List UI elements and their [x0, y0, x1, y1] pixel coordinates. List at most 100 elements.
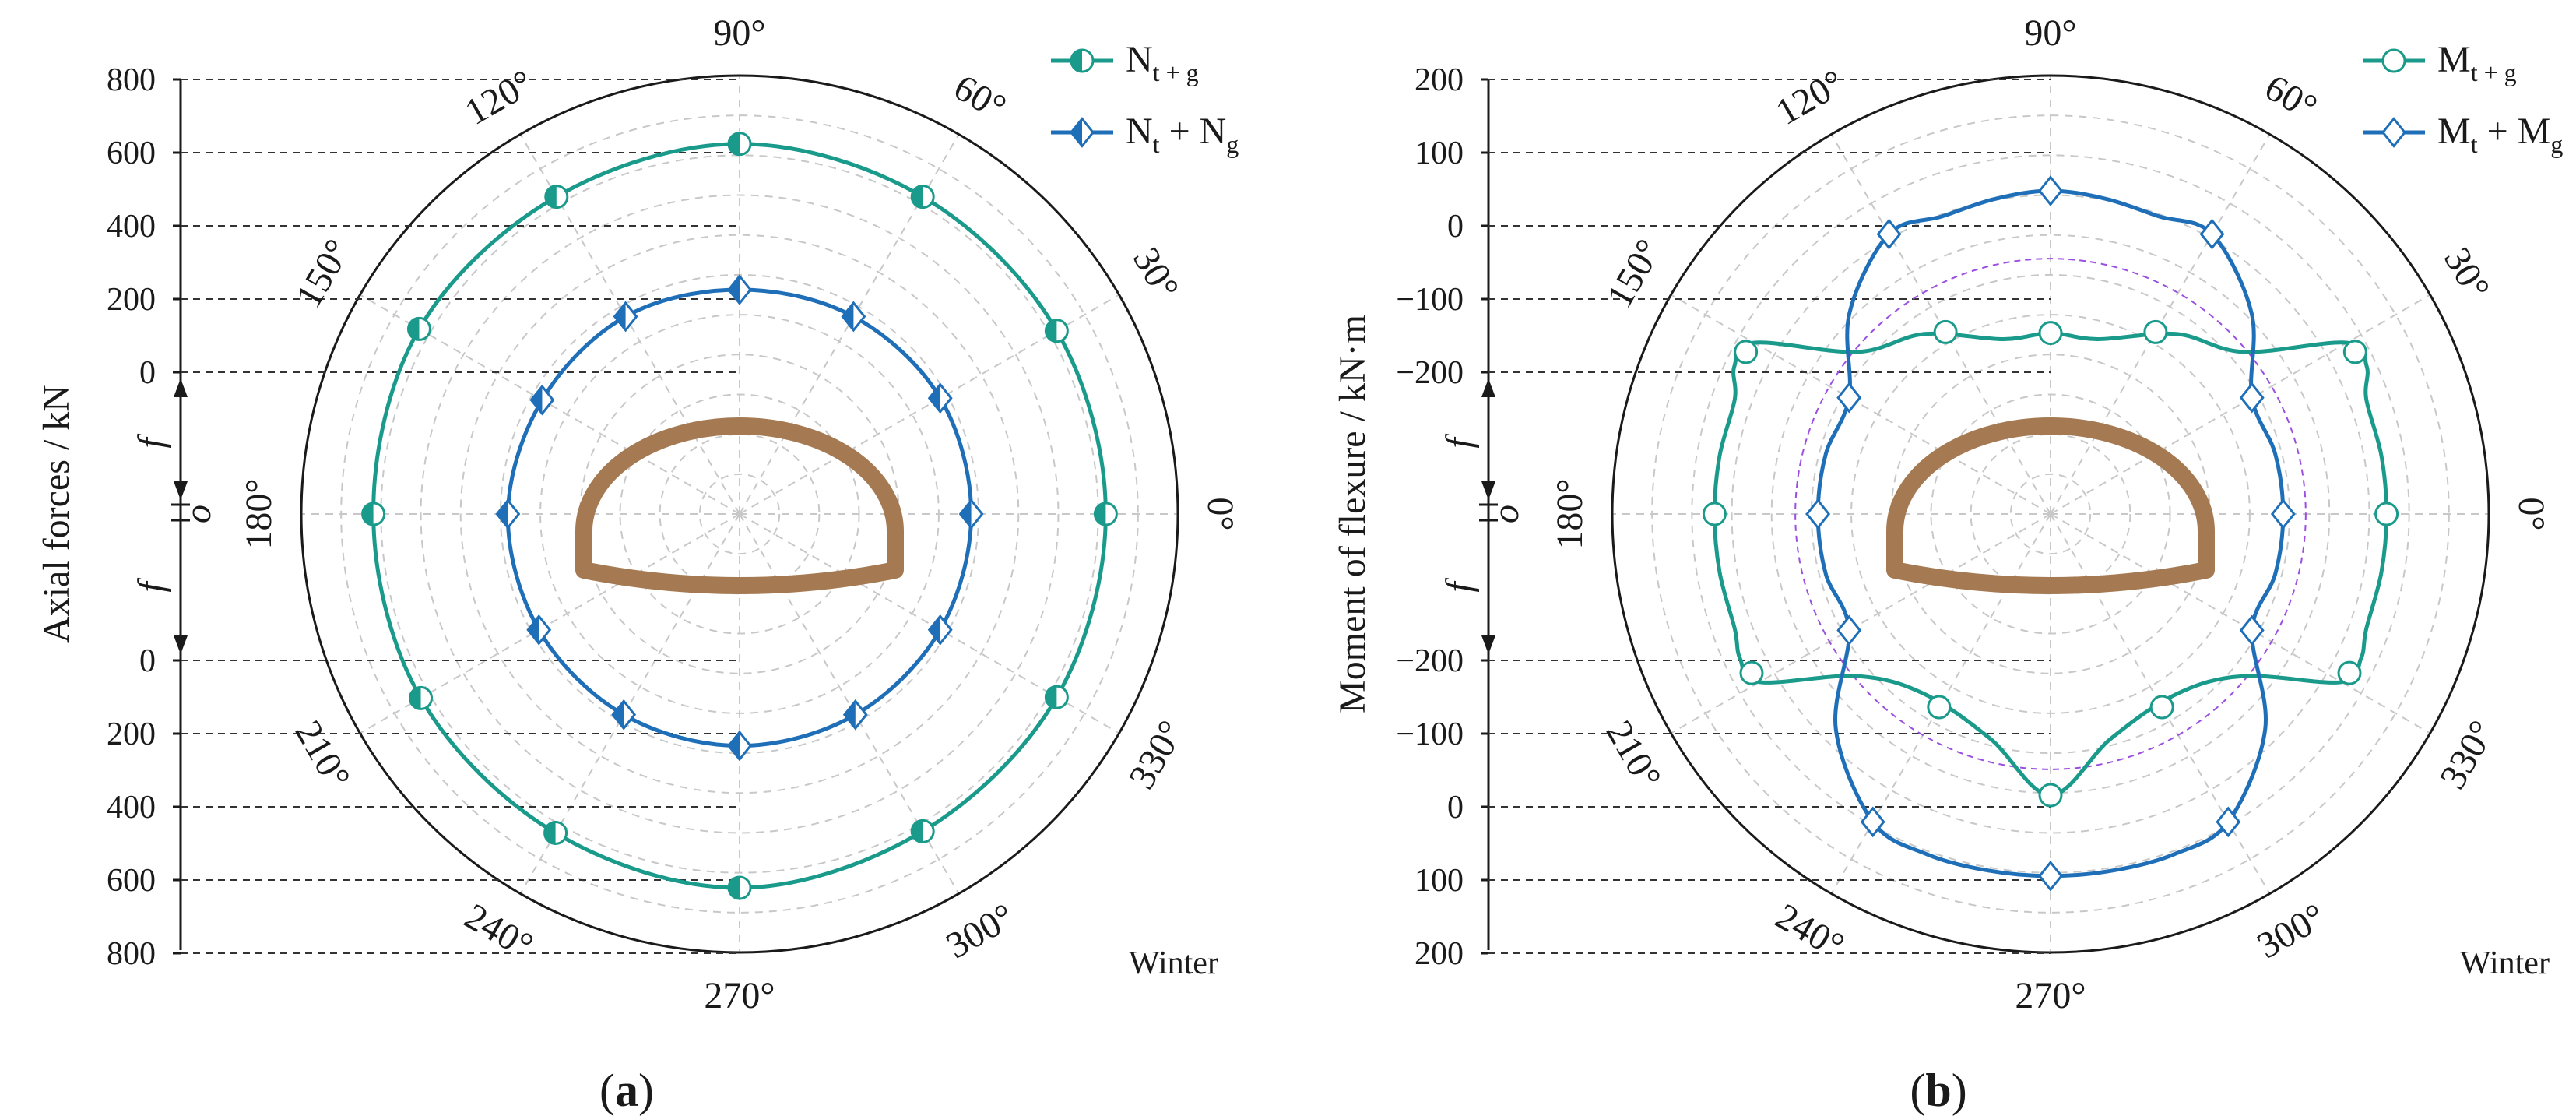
legend-label-sub: t + g — [1153, 58, 1199, 86]
data-point-marker-6 — [1805, 498, 1831, 530]
data-point-marker-fill-9 — [729, 877, 740, 899]
data-point-marker-fill-5 — [408, 318, 420, 340]
lower-tick-label: 200 — [107, 716, 156, 752]
angle-label-150: 150° — [287, 233, 359, 315]
angle-label-120: 120° — [459, 62, 540, 133]
grid-radial-30 — [2050, 294, 2431, 515]
upper-tick-label: 0 — [1447, 209, 1464, 245]
series-1 — [495, 274, 984, 762]
series-0 — [361, 132, 1118, 900]
data-point-marker-5 — [1836, 382, 1862, 414]
series-1 — [1805, 175, 2296, 892]
data-point-marker-7 — [1739, 660, 1764, 685]
angle-label-90: 90° — [2024, 12, 2076, 54]
legend-label-sub2: g — [2550, 130, 2563, 158]
data-point-marker-fill-8 — [613, 701, 624, 729]
data-point-marker-fill-10 — [912, 820, 923, 843]
grid-radial-120 — [1830, 133, 2051, 515]
data-point-marker-fill-6 — [497, 500, 508, 528]
lower-tick-label: −200 — [1396, 643, 1464, 679]
data-point-marker-fill-4 — [614, 302, 626, 330]
lower-tick-label: 600 — [107, 863, 156, 899]
series-0 — [1702, 319, 2399, 808]
data-point-marker-fill-11 — [929, 616, 940, 644]
upper-tick-label: 400 — [107, 209, 156, 245]
grid-circle-7 — [459, 234, 1020, 794]
data-point-marker-0 — [2374, 502, 2399, 526]
grid-radial-330 — [2050, 513, 2431, 734]
upper-tick-label: 800 — [107, 62, 156, 98]
data-point-marker-fill-2 — [912, 185, 923, 208]
data-point-marker-legend-1 — [2381, 117, 2406, 148]
grid-circle-2 — [659, 433, 821, 595]
y-axis-title: Axial forces / kN — [36, 385, 77, 643]
legend-label-main: M — [2437, 111, 2471, 152]
data-point-marker-fill-0 — [1095, 503, 1106, 525]
legend-label-sub: t — [1153, 130, 1160, 158]
legend-label-1: Mt + Mg — [2437, 111, 2563, 158]
angle-label-30: 30° — [1125, 241, 1187, 307]
polar-grid — [1611, 74, 2490, 954]
data-point-marker-fill-3 — [729, 276, 740, 304]
upper-tick-label: 600 — [107, 136, 156, 171]
legend-label-main: N — [1126, 111, 1153, 152]
data-point-marker-fill-2 — [842, 302, 854, 330]
tunnel-cross-section — [575, 417, 904, 594]
grid-radial-60 — [2050, 133, 2271, 515]
data-point-marker-fill-1 — [929, 384, 940, 412]
data-point-marker-legend-0 — [2381, 48, 2406, 73]
polar-grid — [300, 74, 1179, 954]
upper-tick-label: 0 — [139, 355, 156, 391]
data-point-marker-fill-10 — [844, 701, 856, 729]
legend-label-sub: t + g — [2471, 58, 2517, 86]
lower-tick-label: 0 — [1447, 790, 1464, 826]
data-point-marker-fill-3 — [729, 132, 740, 155]
season-label: Winter — [1129, 945, 1218, 981]
arrow-up-head — [174, 378, 188, 397]
data-point-marker-9 — [2038, 860, 2063, 892]
half-label-upper: f — [131, 434, 172, 449]
origin-label: o — [177, 505, 219, 523]
data-point-marker-fill-11 — [1046, 686, 1057, 709]
series-line-0 — [1712, 331, 2389, 797]
data-point-marker-8 — [1860, 806, 1885, 838]
angle-label-240: 240° — [1769, 896, 1850, 967]
data-point-marker-3 — [2038, 321, 2063, 346]
tunnel-cross-section — [1886, 417, 2215, 594]
half-label-lower: f — [131, 578, 172, 593]
upper-tick-label: −200 — [1396, 355, 1464, 391]
grid-circle-2 — [1970, 433, 2131, 595]
legend-label-main: M — [2437, 39, 2471, 80]
arrow-mid-head — [1481, 481, 1495, 500]
tunnel-outline — [575, 417, 904, 594]
angle-label-0: 0° — [1200, 497, 1241, 530]
series-layer — [361, 132, 1118, 900]
data-point-marker-fill-legend-0 — [1071, 50, 1082, 72]
data-point-marker-3 — [2038, 175, 2063, 206]
data-point-marker-11 — [2239, 614, 2265, 646]
grid-radial-150 — [1670, 294, 2051, 515]
arrow-mid-head — [174, 481, 188, 500]
lower-tick-label: 200 — [1415, 936, 1464, 972]
data-point-marker-9 — [2038, 783, 2063, 808]
angle-label-60: 60° — [947, 66, 1013, 128]
angle-label-300: 300° — [2251, 896, 2332, 967]
y-axis-title: Moment of flexure / kN·m — [1332, 315, 1373, 713]
legend-label-sub: t — [2471, 130, 2478, 158]
angle-label-120: 120° — [1769, 62, 1851, 133]
origin-label: o — [1485, 505, 1527, 523]
panel-label: (b) — [1910, 1065, 1966, 1116]
data-point-marker-fill-1 — [1046, 319, 1057, 342]
lower-tick-label: 400 — [107, 790, 156, 826]
angle-label-210: 210° — [1598, 714, 1670, 796]
angle-label-150: 150° — [1598, 233, 1670, 315]
data-point-marker-fill-0 — [960, 500, 972, 528]
data-point-marker-fill-4 — [545, 185, 557, 208]
data-point-marker-6 — [1702, 502, 1727, 526]
legend-label-sub2: g — [1226, 130, 1239, 158]
season-label: Winter — [2460, 945, 2550, 981]
legend-label-main: N — [1126, 39, 1153, 80]
data-point-marker-8 — [1927, 695, 1952, 720]
legend-label-1: Nt + Ng — [1126, 111, 1239, 158]
legend-label-0: Nt + g — [1126, 39, 1199, 86]
